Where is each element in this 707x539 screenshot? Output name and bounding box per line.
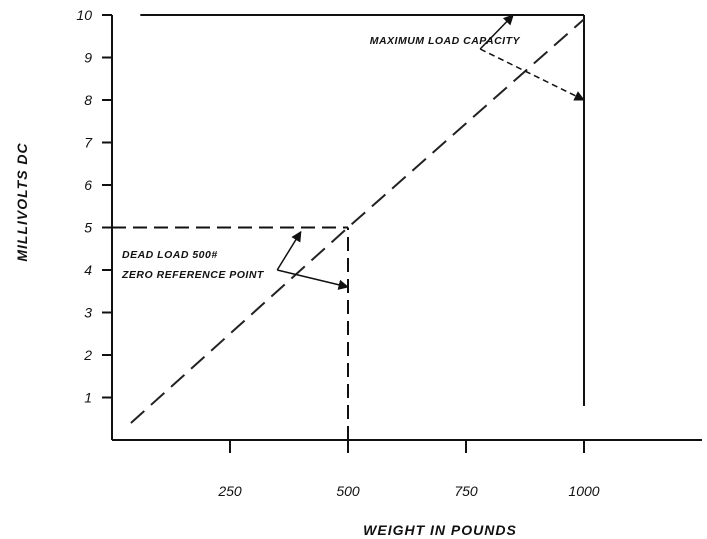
y-tick-label: 2 (83, 347, 92, 363)
x-tick-label: 750 (454, 483, 478, 499)
x-axis-title: WEIGHT IN POUNDS (363, 522, 517, 538)
series (130, 18, 585, 424)
x-tick-label: 1000 (568, 483, 599, 499)
y-tick-label: 5 (84, 220, 92, 236)
annotation-arrow (277, 269, 350, 290)
y-tick-label: 6 (84, 177, 92, 193)
y-tick-label: 9 (84, 50, 92, 66)
axes: 1 2 3 4 5 6 7 8 9 10 250 500 750 1000 (76, 7, 702, 499)
y-tick-label: 4 (84, 262, 92, 278)
annotation-arrow (479, 14, 514, 50)
y-axis-title: MILLIVOLTS DC (14, 142, 30, 261)
x-tick-label: 250 (217, 483, 242, 499)
annotation-arrow (479, 48, 585, 101)
annotations: MAXIMUM LOAD CAPACITY DEAD LOAD 500# ZERO … (121, 14, 585, 290)
y-tick-label: 8 (84, 92, 92, 108)
annotation-arrow (276, 230, 302, 271)
annotation-label: ZERO REFERENCE POINT (121, 269, 265, 281)
annotation-label: MAXIMUM LOAD CAPACITY (370, 35, 521, 47)
x-tick-label: 500 (336, 483, 360, 499)
y-tick-label: 7 (84, 135, 93, 151)
y-tick-label: 1 (84, 390, 92, 406)
annotation-label: DEAD LOAD 500# (122, 249, 218, 261)
calibration-series-line (130, 18, 585, 424)
y-tick-label: 10 (76, 7, 92, 23)
y-tick-label: 3 (84, 305, 92, 321)
